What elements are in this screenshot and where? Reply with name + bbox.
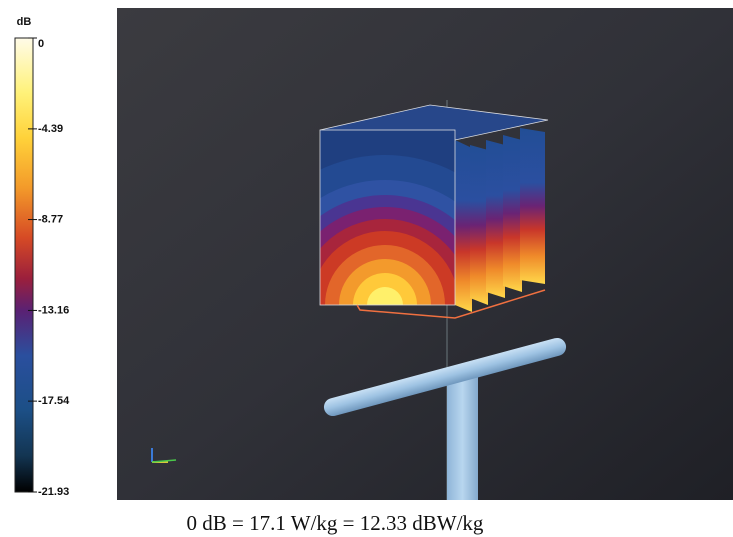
- simulation-render: [117, 8, 733, 500]
- caption: 0 dB = 17.1 W/kg = 12.33 dBW/kg: [187, 511, 484, 535]
- dipole-arm: [323, 337, 567, 417]
- colorbar-unit: dB: [17, 16, 32, 28]
- feed-post: [447, 372, 478, 500]
- field-front-face: [320, 130, 455, 305]
- colorbar-tick-label: 0: [38, 38, 44, 50]
- colorbar-tick-label: -4.39: [38, 123, 63, 135]
- axes-glyph: [151, 448, 177, 463]
- colorbar-tick-label: -21.93: [38, 486, 69, 498]
- colorbar-tick-label: -17.54: [38, 395, 70, 407]
- colorbar: [14, 37, 34, 493]
- colorbar-ticks: 0 -4.39 -8.77 -13.16 -17.54 -21.93: [28, 37, 70, 498]
- colorbar-tick-label: -13.16: [38, 304, 69, 316]
- colorbar-tick-label: -8.77: [38, 213, 63, 225]
- field-slices: [319, 104, 549, 312]
